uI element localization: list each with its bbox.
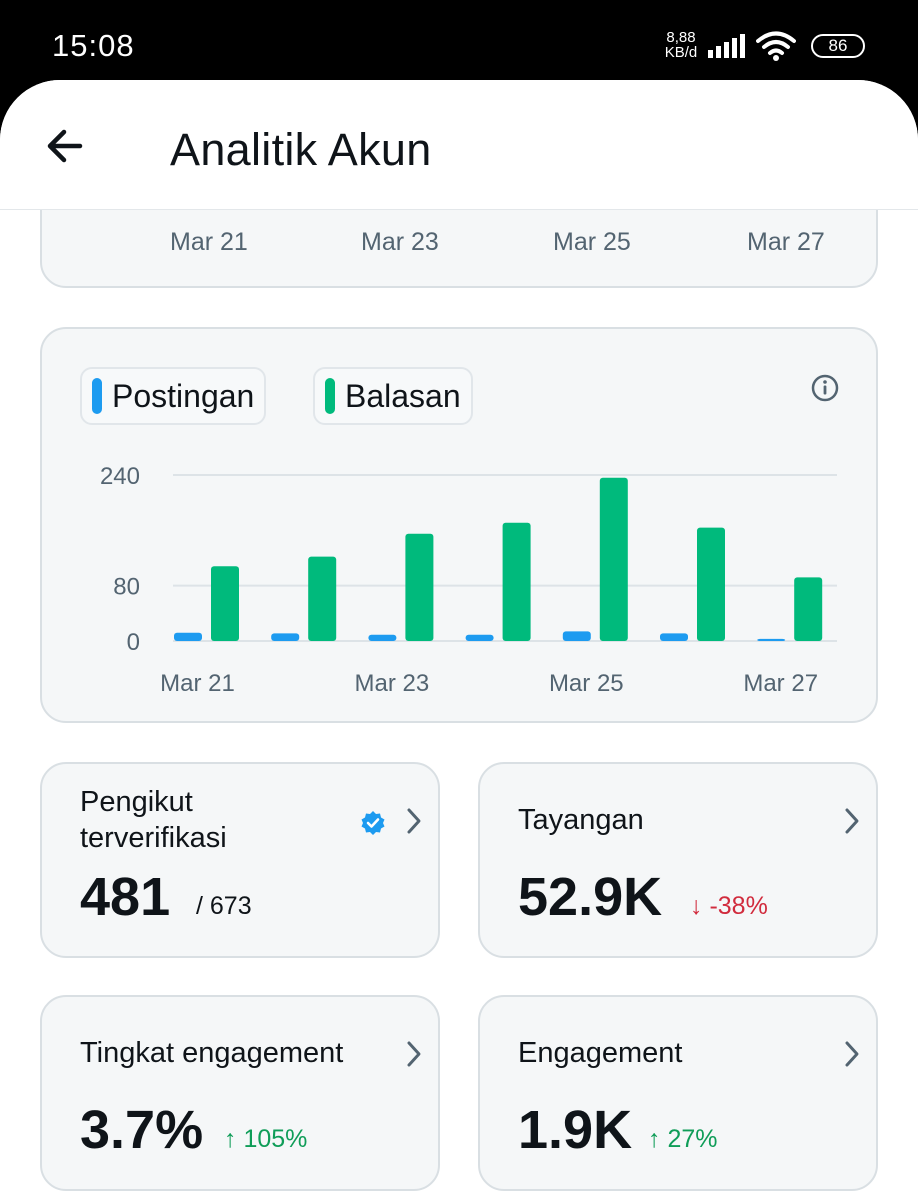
stat-title: Pengikut terverifikasi [80,784,227,856]
arrow-left-icon[interactable] [40,120,92,172]
stat-title-line: Pengikut [80,786,193,818]
verified-badge-icon [361,811,385,835]
y-tick-label: 240 [100,463,140,490]
trend-indicator: ↑ 105% [224,1125,308,1153]
x-axis-label: Mar 23 [361,228,439,256]
network-speed-unit: KB/d [664,44,698,61]
stat-title: Engagement [518,1037,683,1069]
x-axis-label: Mar 27 [747,228,825,256]
stat-value: 1.9K [518,1100,633,1160]
y-tick-label: 80 [113,574,140,601]
chevron-right-icon[interactable] [404,806,424,836]
bar-balasan-mar-24 [502,522,531,641]
page-header: Analitik Akun [0,80,918,210]
chevron-right-icon[interactable] [842,1039,862,1069]
bar-postingan-mar-27 [757,638,786,641]
stat-title: Tingkat engagement [80,1037,344,1069]
bar-balasan-mar-22 [308,556,337,641]
trend-indicator: ↓ -38% [690,892,768,920]
info-icon[interactable] [810,373,840,403]
trend-indicator: ↑ 27% [648,1125,718,1153]
legend-label: Balasan [345,377,461,414]
network-speed-value: 8,88 [666,29,696,46]
bar-balasan-mar-27 [794,577,823,641]
battery-level: 86 [828,36,848,55]
legend-label: Postingan [112,377,255,414]
x-tick-label: Mar 23 [355,670,430,697]
x-axis-label: Mar 21 [170,228,248,256]
app-screen: Analitik Akun Mar 21 Mar 23 Mar 25 Mar 2… [0,80,918,1199]
bar-chart: 0 80 240 Mar 21 Mar 23 Mar 25 Mar 27 [100,463,837,697]
bar-postingan-mar-22 [271,633,300,641]
bar-postingan-mar-25 [562,631,591,641]
stat-value: 481 [80,867,171,927]
bar-balasan-mar-21 [211,566,239,641]
legend-swatch [92,378,102,414]
impressions-card[interactable]: Tayangan 52.9K ↓ -38% [478,762,878,958]
bar-postingan-mar-24 [465,634,494,641]
legend-chip-balasan[interactable]: Balasan [313,367,473,425]
stat-title: Tayangan [518,804,644,836]
y-tick-label: 0 [127,629,140,656]
x-tick-label: Mar 21 [160,670,235,697]
stat-total: / 673 [196,892,252,920]
stat-value: 3.7% [80,1100,204,1160]
status-time: 15:08 [52,28,135,63]
page-title: Analitik Akun [170,124,432,175]
stat-title-line: terverifikasi [80,822,227,854]
bar-balasan-mar-25 [599,477,628,641]
bar-balasan-mar-23 [405,533,434,641]
bar-postingan-mar-26 [660,633,688,641]
bar-postingan-mar-21 [174,632,202,641]
engagements-card[interactable]: Engagement 1.9K ↑ 27% [478,995,878,1191]
activity-chart-card: Postingan Balasan 0 80 240 Mar 21 Mar 23 Mar … [40,327,878,723]
stat-value: 52.9K [518,867,663,927]
legend-chip-postingan[interactable]: Postingan [80,367,267,425]
x-tick-label: Mar 27 [743,670,818,697]
verified-followers-card[interactable]: Pengikut terverifikasi 481 / 673 [40,762,440,958]
chevron-right-icon[interactable] [842,806,862,836]
x-tick-label: Mar 25 [549,670,624,697]
legend-swatch [325,378,335,414]
network-speed: 8,88 KB/d [660,30,702,60]
x-axis-label: Mar 25 [553,228,631,256]
wifi-icon [756,31,796,61]
engagement-rate-card[interactable]: Tingkat engagement 3.7% ↑ 105% [40,995,440,1191]
bar-balasan-mar-26 [697,527,725,641]
bar-postingan-mar-23 [368,634,397,641]
signal-icon [708,34,745,58]
battery-icon: 86 [811,34,865,58]
chevron-right-icon[interactable] [404,1039,424,1069]
